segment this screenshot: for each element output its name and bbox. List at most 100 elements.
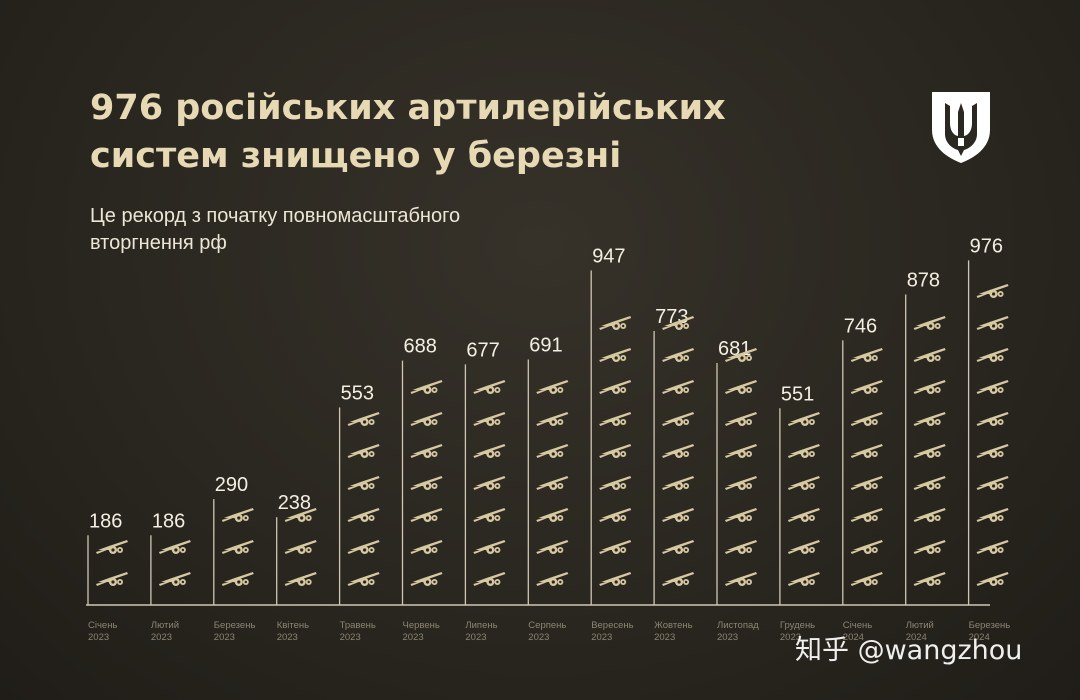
- artillery-howitzer-icon: [347, 540, 380, 554]
- artillery-howitzer-icon: [96, 540, 128, 554]
- tick-label: Травень: [340, 620, 376, 631]
- artillery-howitzer-icon: [536, 508, 569, 522]
- artillery-howitzer-icon: [850, 572, 883, 586]
- title-line: систем знищено у березні: [90, 136, 622, 176]
- artillery-howitzer-icon: [976, 412, 1009, 426]
- artillery-howitzer-icon: [662, 412, 695, 426]
- tick-label: Квітень: [277, 620, 309, 631]
- data-label: 186: [89, 510, 122, 532]
- artillery-howitzer-icon: [536, 412, 569, 426]
- artillery-howitzer-icon: [725, 444, 757, 458]
- data-label: 186: [152, 510, 185, 532]
- artillery-howitzer-icon: [913, 476, 946, 490]
- data-label: 551: [781, 383, 814, 405]
- tick-label: 2023: [403, 632, 424, 643]
- artillery-howitzer-icon: [410, 572, 443, 586]
- subtitle-line: Це рекорд з початку повномасштабного: [90, 205, 461, 227]
- artillery-howitzer-icon: [347, 412, 380, 426]
- artillery-howitzer-icon: [913, 508, 946, 522]
- tick-label: Січень: [843, 620, 872, 631]
- tick-label: Березень: [969, 620, 1011, 631]
- artillery-howitzer-icon: [158, 540, 191, 554]
- artillery-howitzer-icon: [662, 444, 695, 458]
- artillery-howitzer-icon: [850, 540, 883, 554]
- tick-label: Липень: [465, 620, 497, 631]
- tick-label: 2024: [906, 632, 927, 643]
- artillery-howitzer-icon: [473, 508, 506, 522]
- tick-label: Лютий: [151, 620, 179, 631]
- artillery-howitzer-icon: [473, 412, 506, 426]
- artillery-howitzer-icon: [536, 476, 569, 490]
- artillery-howitzer-icon: [976, 316, 1009, 330]
- data-label: 688: [404, 336, 437, 358]
- data-label: 677: [466, 339, 499, 361]
- data-label: 238: [278, 492, 311, 514]
- artillery-howitzer-icon: [599, 412, 632, 426]
- artillery-howitzer-icon: [473, 380, 506, 394]
- tick-label: 2024: [843, 632, 864, 643]
- tick-label: Січень: [88, 620, 117, 631]
- artillery-howitzer-icon: [158, 572, 191, 586]
- artillery-howitzer-icon: [787, 572, 820, 586]
- artillery-howitzer-icon: [473, 444, 506, 458]
- data-label: 691: [529, 335, 562, 357]
- artillery-howitzer-icon: [725, 508, 757, 522]
- artillery-howitzer-icon: [850, 508, 883, 522]
- artillery-howitzer-icon: [976, 572, 1009, 586]
- artillery-howitzer-icon: [599, 380, 632, 394]
- tick-label: Вересень: [591, 620, 633, 631]
- tick-label: 2023: [465, 632, 486, 643]
- artillery-howitzer-icon: [850, 476, 883, 490]
- artillery-howitzer-icon: [913, 348, 946, 362]
- artillery-howitzer-icon: [410, 412, 443, 426]
- artillery-howitzer-icon: [850, 380, 883, 394]
- artillery-howitzer-icon: [725, 380, 757, 394]
- page-subtitle: Це рекорд з початку повномасштабного вто…: [90, 203, 610, 257]
- artillery-howitzer-icon: [347, 444, 380, 458]
- artillery-howitzer-icon: [725, 412, 757, 426]
- artillery-howitzer-icon: [347, 572, 380, 586]
- artillery-howitzer-icon: [976, 540, 1009, 554]
- artillery-howitzer-icon: [976, 444, 1009, 458]
- artillery-howitzer-icon: [662, 476, 695, 490]
- artillery-howitzer-icon: [284, 572, 317, 586]
- artillery-howitzer-icon: [536, 572, 569, 586]
- artillery-howitzer-icon: [536, 380, 569, 394]
- artillery-howitzer-icon: [599, 476, 632, 490]
- artillery-howitzer-icon: [410, 444, 443, 458]
- artillery-howitzer-icon: [599, 316, 632, 330]
- tick-label: Серпень: [528, 620, 566, 631]
- artillery-howitzer-icon: [725, 476, 757, 490]
- artillery-howitzer-icon: [913, 444, 946, 458]
- artillery-howitzer-icon: [536, 540, 569, 554]
- artillery-howitzer-icon: [662, 540, 695, 554]
- artillery-howitzer-icon: [221, 508, 254, 522]
- tick-label: 2023: [780, 632, 801, 643]
- artillery-howitzer-icon: [662, 348, 695, 362]
- data-label: 878: [907, 269, 940, 291]
- artillery-howitzer-icon: [599, 444, 632, 458]
- tick-label: 2023: [591, 632, 612, 643]
- artillery-howitzer-icon: [410, 380, 443, 394]
- tick-label: 2023: [340, 632, 361, 643]
- artillery-howitzer-icon: [347, 508, 380, 522]
- page-title: 976 російських артилерійських систем зни…: [90, 84, 870, 180]
- artillery-howitzer-icon: [221, 540, 254, 554]
- tick-label: Жовтень: [654, 620, 693, 631]
- trident-emblem-icon: [932, 92, 990, 163]
- artillery-howitzer-icon: [347, 476, 380, 490]
- artillery-howitzer-icon: [473, 572, 506, 586]
- artillery-howitzer-icon: [725, 540, 757, 554]
- artillery-howitzer-icon: [410, 508, 443, 522]
- tick-label: 2023: [214, 632, 235, 643]
- artillery-howitzer-icon: [913, 412, 946, 426]
- artillery-howitzer-icon: [599, 508, 632, 522]
- artillery-howitzer-icon: [662, 508, 695, 522]
- subtitle-line: вторгнення рф: [90, 232, 227, 254]
- tick-label: Лютий: [906, 620, 934, 631]
- artillery-howitzer-icon: [599, 348, 632, 362]
